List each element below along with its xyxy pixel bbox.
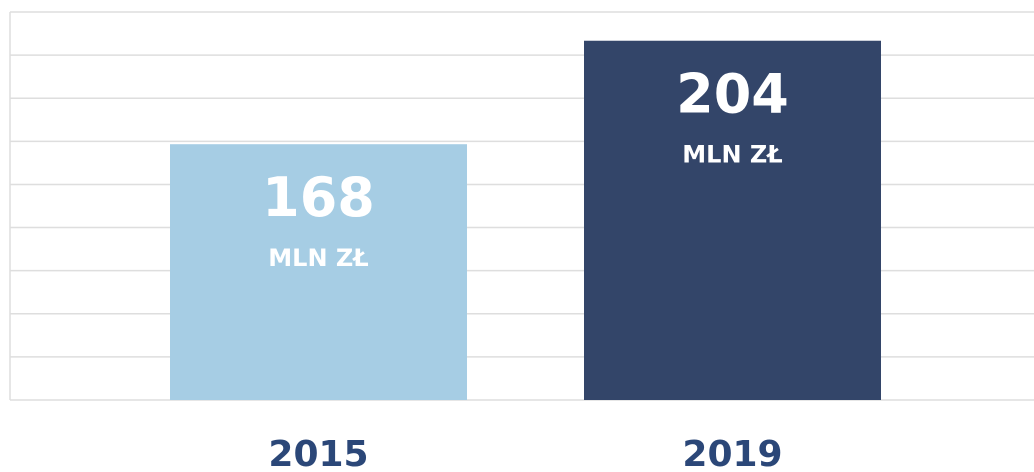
value-label: 168: [262, 166, 375, 229]
x-tick-label: 2019: [682, 434, 782, 472]
value-unit: MLN ZŁ: [268, 244, 368, 272]
bar: [584, 40, 881, 400]
value-unit: MLN ZŁ: [682, 141, 782, 169]
bar: [170, 144, 467, 400]
x-tick-label: 2015: [268, 434, 368, 472]
value-label: 204: [676, 62, 789, 125]
